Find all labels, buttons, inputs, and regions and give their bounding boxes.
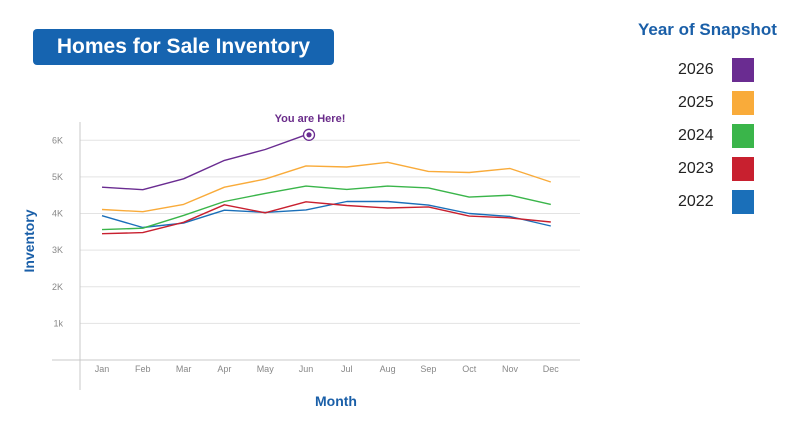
legend-swatch <box>732 58 754 82</box>
y-tick-label: 5K <box>52 172 63 182</box>
legend-swatch <box>732 91 754 115</box>
legend-label: 2026 <box>678 61 714 78</box>
legend-label: 2025 <box>678 94 714 111</box>
x-axis-title: Month <box>315 393 357 409</box>
x-tick-label: Jun <box>299 364 314 374</box>
x-tick-label: Aug <box>380 364 396 374</box>
x-tick-label: Oct <box>462 364 477 374</box>
chart-title: Homes for Sale Inventory <box>33 29 334 65</box>
series-line-2025 <box>101 161 552 213</box>
x-tick-label: Jul <box>341 364 353 374</box>
x-tick-label: Dec <box>543 364 560 374</box>
annotation-label: You are Here! <box>275 113 346 125</box>
gridlines <box>80 139 580 324</box>
y-axis-title: Inventory <box>21 209 37 272</box>
y-tick-label: 6K <box>52 135 63 145</box>
x-tick-label: May <box>257 364 275 374</box>
annotations: You are Here! <box>275 113 346 141</box>
y-tick-labels: 1k 2K 3K 4K 5K 6K <box>52 135 64 328</box>
x-tick-label: Nov <box>502 364 519 374</box>
x-tick-labels: Jan Feb Mar Apr May Jun Jul Aug Sep Oct Nov Dec <box>95 364 560 374</box>
x-tick-label: Feb <box>135 364 151 374</box>
series-line-2024 <box>101 185 551 231</box>
y-tick-label: 4K <box>52 209 63 219</box>
x-tick-label: Sep <box>420 364 436 374</box>
x-tick-label: Apr <box>217 364 231 374</box>
legend-swatch <box>732 157 754 181</box>
y-tick-label: 3K <box>52 245 63 255</box>
series-lines <box>101 134 552 235</box>
legend-title: Year of Snapshot <box>638 20 777 39</box>
legend-swatch <box>732 124 754 148</box>
legend-label: 2022 <box>678 193 714 210</box>
series-line-2022 <box>101 200 551 229</box>
y-tick-label: 2K <box>52 282 63 292</box>
x-tick-label: Jan <box>95 364 110 374</box>
y-tick-label: 1k <box>53 318 63 328</box>
x-tick-label: Mar <box>176 364 192 374</box>
series-line-2026 <box>101 134 307 191</box>
legend-label: 2024 <box>678 127 714 144</box>
you-are-here-dot <box>306 132 312 138</box>
series-line-2023 <box>101 201 551 235</box>
legend-label: 2023 <box>678 160 714 177</box>
legend-swatch <box>732 190 754 214</box>
